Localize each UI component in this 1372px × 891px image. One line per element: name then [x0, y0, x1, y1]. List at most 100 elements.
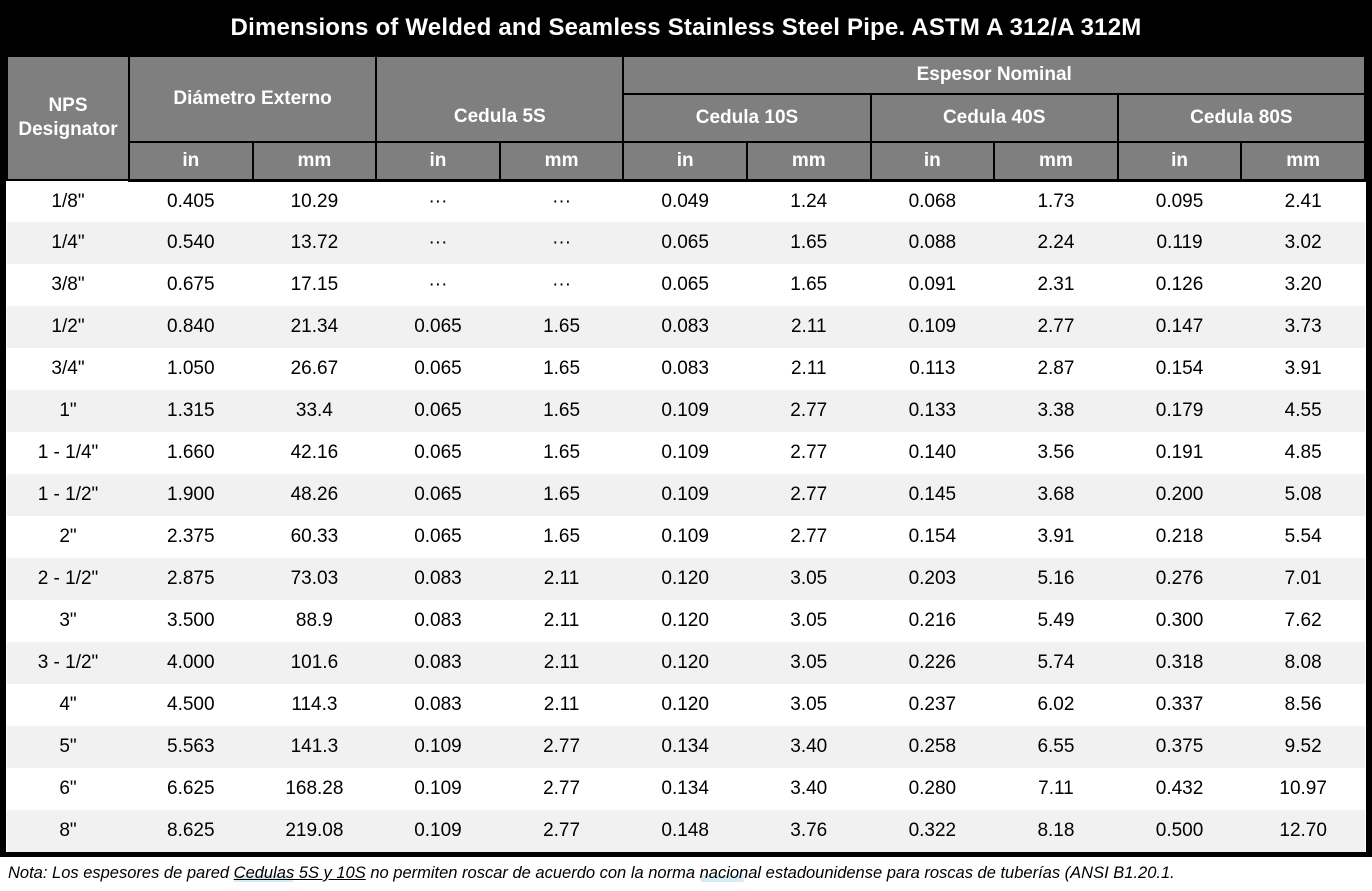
value-cell: 2.77 [499, 810, 624, 852]
value-cell: 73.03 [252, 558, 377, 600]
value-cell: ··· [499, 180, 624, 222]
value-cell: 3.05 [746, 558, 871, 600]
value-cell: 2.11 [499, 642, 624, 684]
nps-cell: 8" [7, 810, 129, 852]
value-cell: 0.109 [870, 306, 995, 348]
table-row: 1/8" 0.405 10.29 ··· ··· 0.049 1.24 0.068 1.73 0.… [7, 180, 1365, 222]
value-cell: 13.72 [252, 222, 377, 264]
value-cell: 0.145 [870, 474, 995, 516]
value-cell: 0.120 [623, 684, 747, 726]
unit-header: in [622, 141, 748, 182]
value-cell: 2.77 [746, 390, 871, 432]
value-cell: 1.73 [994, 180, 1118, 222]
value-cell: ··· [376, 264, 500, 306]
nps-cell: 3 - 1/2" [7, 642, 129, 684]
nps-cell: 1/8" [7, 180, 129, 222]
unit-header: mm [1240, 141, 1366, 182]
value-cell: 1.65 [746, 264, 871, 306]
value-cell: 0.318 [1117, 642, 1242, 684]
unit-header: in [869, 141, 996, 182]
table-row: 1 - 1/2" 1.900 48.26 0.065 1.65 0.109 2.77 0.14… [7, 474, 1365, 516]
value-cell: 2.24 [994, 222, 1118, 264]
value-cell: 2.31 [994, 264, 1118, 306]
value-cell: 8.08 [1241, 642, 1365, 684]
value-cell: 2.77 [499, 768, 624, 810]
value-cell: 1.65 [499, 516, 624, 558]
value-cell: 1.65 [499, 390, 624, 432]
unit-header: mm [498, 141, 625, 182]
table-row: 1" 1.315 33.4 0.065 1.65 0.109 2.77 0.133 3.38 0.… [7, 390, 1365, 432]
value-cell: 60.33 [252, 516, 377, 558]
value-cell: 3.20 [1241, 264, 1365, 306]
value-cell: 1.65 [499, 348, 624, 390]
value-cell: 2.77 [746, 474, 871, 516]
value-cell: 10.29 [252, 180, 377, 222]
unit-header: in [375, 141, 501, 182]
header-espesor-nominal: Espesor Nominal [622, 55, 1366, 95]
value-cell: 0.065 [376, 348, 500, 390]
value-cell: 4.85 [1241, 432, 1365, 474]
value-cell: 2.375 [129, 516, 253, 558]
value-cell: 2.77 [994, 306, 1118, 348]
nps-cell: 1" [7, 390, 129, 432]
value-cell: 0.109 [623, 516, 747, 558]
value-cell: 0.500 [1117, 810, 1242, 852]
value-cell: 0.237 [870, 684, 995, 726]
value-cell: 0.405 [129, 180, 253, 222]
note-underlined-cedulas: Cedulas 5S y 10S [233, 864, 366, 882]
table-title: Dimensions of Welded and Seamless Stainl… [6, 0, 1366, 55]
value-cell: 1.315 [129, 390, 253, 432]
value-cell: 10.97 [1241, 768, 1365, 810]
value-cell: 0.226 [870, 642, 995, 684]
value-cell: 1.65 [499, 432, 624, 474]
value-cell: 0.109 [376, 768, 500, 810]
value-cell: ··· [499, 222, 624, 264]
value-cell: 0.540 [129, 222, 253, 264]
value-cell: 0.218 [1117, 516, 1242, 558]
value-cell: 0.300 [1117, 600, 1242, 642]
value-cell: 0.322 [870, 810, 995, 852]
value-cell: 3.56 [994, 432, 1118, 474]
value-cell: 1.660 [129, 432, 253, 474]
value-cell: 3.38 [994, 390, 1118, 432]
value-cell: 2.77 [746, 516, 871, 558]
note-middle: no permiten roscar de acuerdo con la nor… [365, 864, 700, 882]
nps-cell: 5" [7, 726, 129, 768]
table-row: 1/2" 0.840 21.34 0.065 1.65 0.083 2.11 0.109 2.7… [7, 306, 1365, 348]
value-cell: 0.840 [129, 306, 253, 348]
value-cell: 0.113 [870, 348, 995, 390]
table-row: 3 - 1/2" 4.000 101.6 0.083 2.11 0.120 3.05 0.22… [7, 642, 1365, 684]
value-cell: ··· [499, 264, 624, 306]
value-cell: 0.083 [623, 348, 747, 390]
value-cell: 2.77 [746, 432, 871, 474]
note-highlighted-nacional: nacional [699, 864, 762, 882]
value-cell: 4.500 [129, 684, 253, 726]
value-cell: 5.49 [994, 600, 1118, 642]
pipe-dimensions-table-frame: Dimensions of Welded and Seamless Stainl… [0, 0, 1372, 857]
value-cell: 0.126 [1117, 264, 1242, 306]
value-cell: 12.70 [1241, 810, 1365, 852]
table-row: 3/8" 0.675 17.15 ··· ··· 0.065 1.65 0.091 2.31 0.… [7, 264, 1365, 306]
value-cell: 0.432 [1117, 768, 1242, 810]
value-cell: 5.54 [1241, 516, 1365, 558]
table-row: 1/4" 0.540 13.72 ··· ··· 0.065 1.65 0.088 2.24 0.… [7, 222, 1365, 264]
value-cell: 0.120 [623, 558, 747, 600]
value-cell: 0.068 [870, 180, 995, 222]
value-cell: 0.083 [376, 642, 500, 684]
value-cell: 1.65 [499, 306, 624, 348]
nps-cell: 1/2" [7, 306, 129, 348]
value-cell: 2.11 [499, 684, 624, 726]
header-cedula-5s: Cedula 5S [375, 55, 625, 143]
value-cell: 0.134 [623, 726, 747, 768]
value-cell: 8.56 [1241, 684, 1365, 726]
header-cedula-10s: Cedula 10S [622, 93, 872, 143]
pipe-table-body: 1/8" 0.405 10.29 ··· ··· 0.049 1.24 0.068 1.73 0.… [7, 180, 1365, 852]
value-cell: 1.65 [499, 474, 624, 516]
value-cell: 0.065 [376, 390, 500, 432]
value-cell: 26.67 [252, 348, 377, 390]
header-nps-designator: NPS Designator [6, 55, 130, 181]
value-cell: 0.200 [1117, 474, 1242, 516]
value-cell: 3.91 [994, 516, 1118, 558]
value-cell: 0.280 [870, 768, 995, 810]
value-cell: 2.77 [499, 726, 624, 768]
